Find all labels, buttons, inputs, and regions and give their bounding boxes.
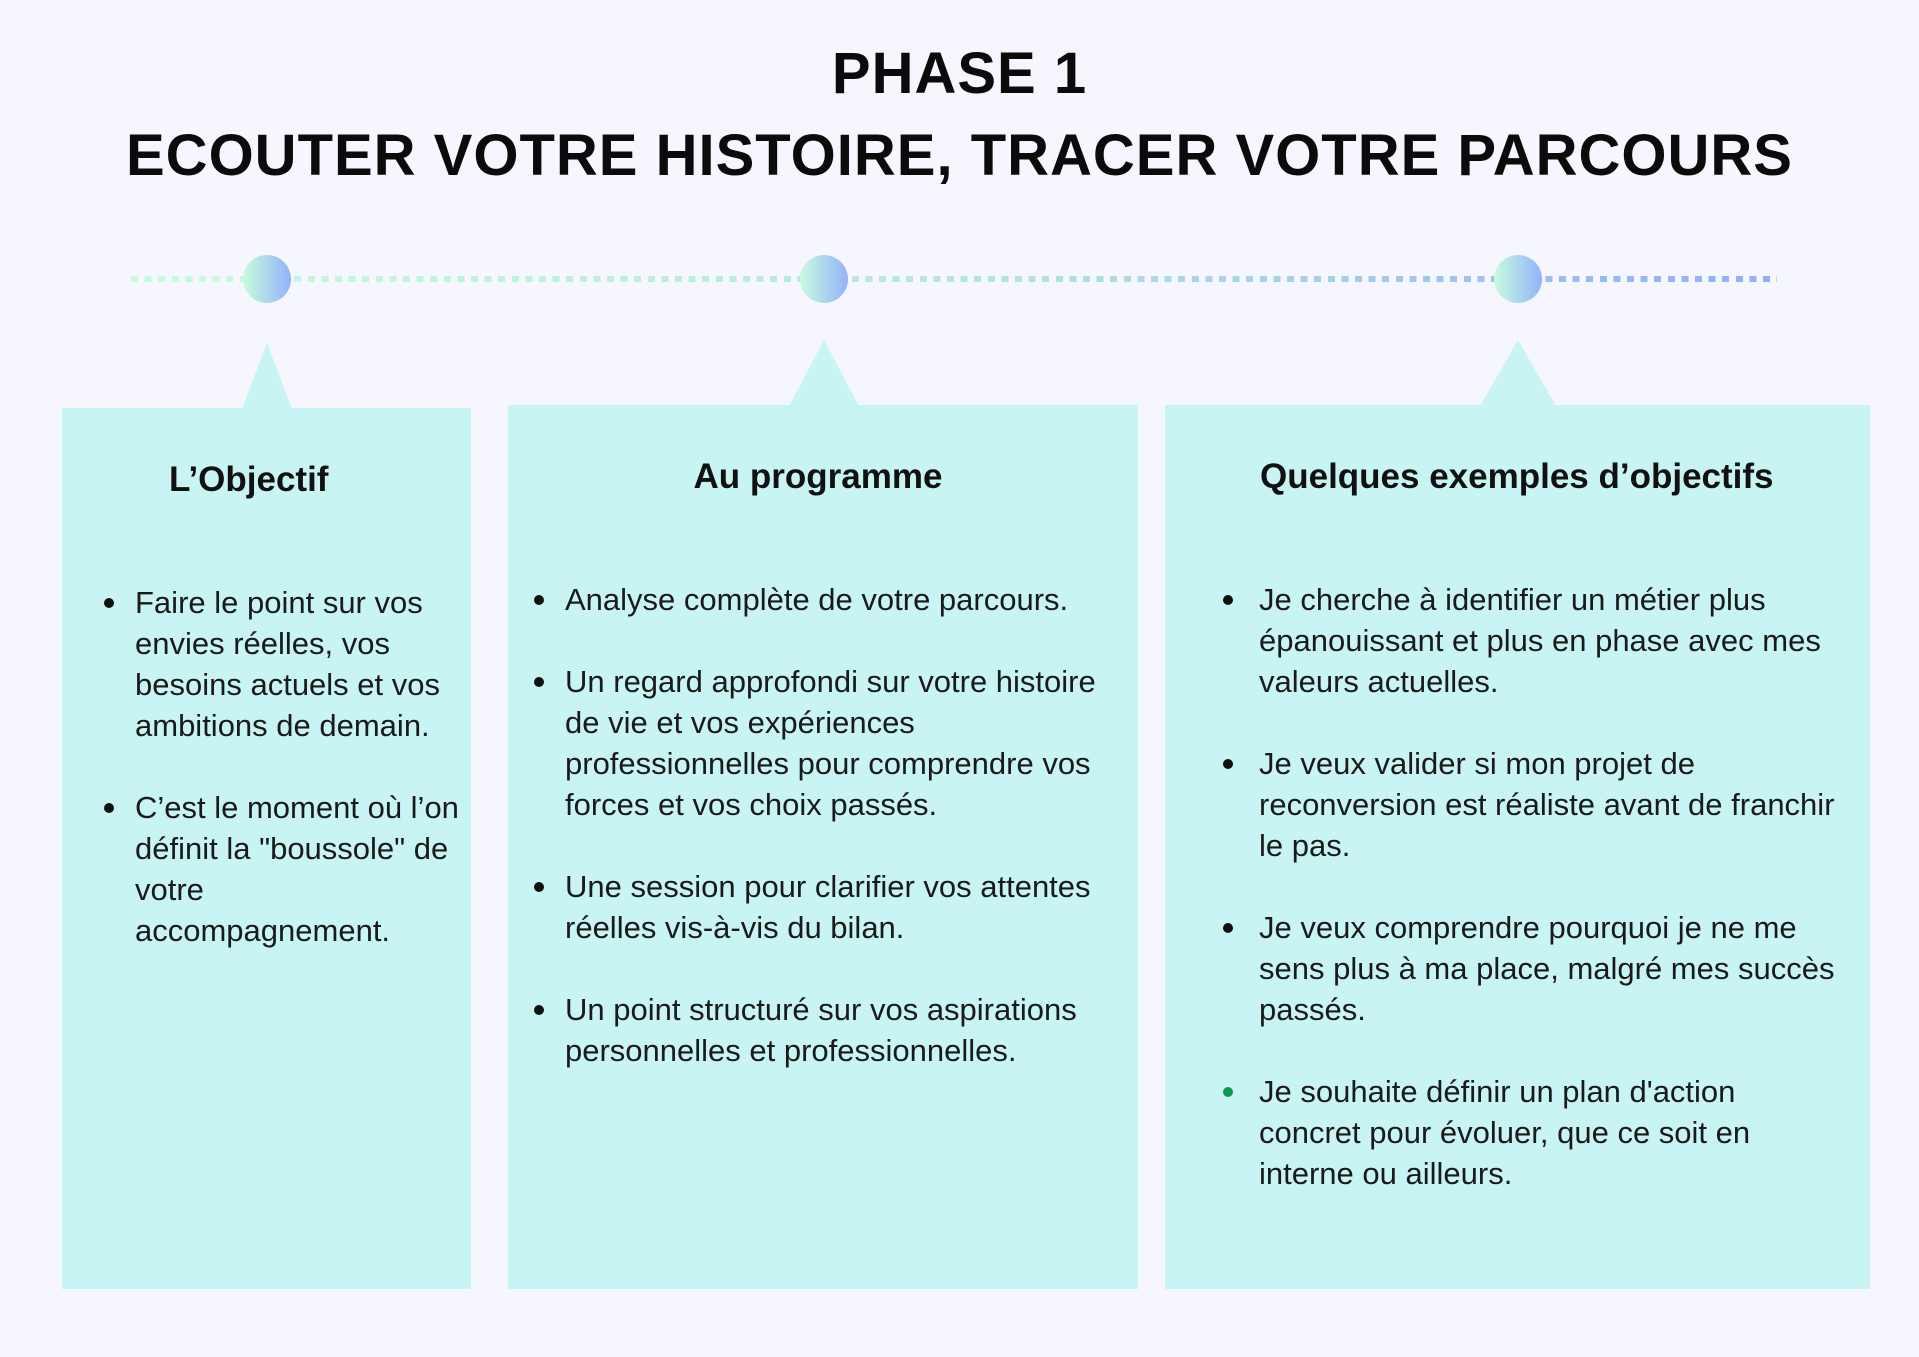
panel-pointer-1 [242, 343, 292, 409]
list-item-text: Je veux valider si mon projet de reconve… [1259, 746, 1835, 863]
panel-pointer-2 [789, 340, 859, 406]
bullet-icon [1223, 759, 1233, 769]
panel-pointer-3 [1480, 340, 1556, 406]
list-item: Une session pour clarifier vos attentes … [534, 866, 1125, 948]
list-item-text: Faire le point sur vos envies réelles, v… [135, 585, 441, 743]
bullet-icon [534, 882, 544, 892]
panel-title: Quelques exemples d’objectifs [1260, 457, 1774, 496]
list-item-text: Un point structuré sur vos aspirations p… [565, 992, 1077, 1068]
list-item-text: Un regard approfondi sur votre histoire … [565, 664, 1096, 822]
bullet-icon [534, 1005, 544, 1015]
bullet-list: Faire le point sur vos envies réelles, v… [104, 582, 465, 992]
panel-objectif: L’Objectif Faire le point sur vos envies… [62, 408, 471, 1289]
list-item-text: Une session pour clarifier vos attentes … [565, 869, 1091, 945]
list-item-text: Analyse complète de votre parcours. [565, 582, 1069, 617]
timeline-node-1 [243, 255, 291, 303]
timeline-dotted-line [131, 276, 1777, 282]
timeline-node-3 [1494, 255, 1542, 303]
list-item-text: Je cherche à identifier un métier plus é… [1259, 582, 1821, 699]
phase-title: PHASE 1 [831, 41, 1088, 106]
bullet-list: Analyse complète de votre parcours. Un r… [534, 579, 1125, 1112]
bullet-icon [534, 677, 544, 687]
panel-programme: Au programme Analyse complète de votre p… [508, 405, 1138, 1289]
panel-exemples: Quelques exemples d’objectifs Je cherche… [1165, 405, 1870, 1289]
list-item-text: Je veux comprendre pourquoi je ne me sen… [1259, 910, 1835, 1027]
bullet-icon [1223, 1087, 1233, 1097]
list-item-text: C’est le moment où l’on définit la "bous… [135, 790, 459, 948]
panel-title: Au programme [693, 457, 943, 496]
bullet-icon [104, 598, 114, 608]
bullet-icon [1223, 923, 1233, 933]
bullet-list: Je cherche à identifier un métier plus é… [1223, 579, 1839, 1235]
phase-subtitle: ECOUTER VOTRE HISTOIRE, TRACER VOTRE PAR… [126, 123, 1793, 188]
list-item-text: Je souhaite définir un plan d'action con… [1259, 1074, 1751, 1191]
list-item: Un point structuré sur vos aspirations p… [534, 989, 1125, 1071]
panel-title: L’Objectif [169, 460, 329, 499]
bullet-icon [534, 595, 544, 605]
list-item: Je souhaite définir un plan d'action con… [1223, 1071, 1839, 1194]
list-item: Je cherche à identifier un métier plus é… [1223, 579, 1839, 702]
list-item: Je veux valider si mon projet de reconve… [1223, 743, 1839, 866]
bullet-icon [1223, 595, 1233, 605]
list-item: Faire le point sur vos envies réelles, v… [104, 582, 465, 746]
list-item: Je veux comprendre pourquoi je ne me sen… [1223, 907, 1839, 1030]
list-item: C’est le moment où l’on définit la "bous… [104, 787, 465, 951]
list-item: Analyse complète de votre parcours. [534, 579, 1125, 620]
list-item: Un regard approfondi sur votre histoire … [534, 661, 1125, 825]
timeline-node-2 [800, 255, 848, 303]
bullet-icon [104, 803, 114, 813]
